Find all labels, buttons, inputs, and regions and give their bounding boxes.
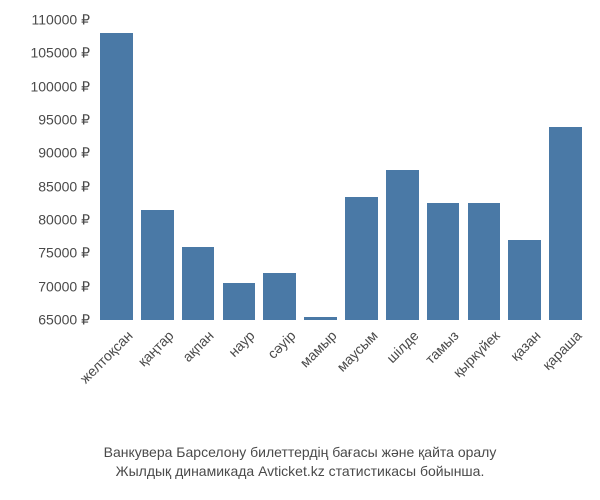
x-tick-label: қазан <box>507 327 544 364</box>
y-tick-label: 95000 ₽ <box>38 112 90 129</box>
x-tick-label: шілде <box>383 327 422 366</box>
bar <box>508 240 541 320</box>
bar <box>182 247 215 320</box>
bar <box>427 203 460 320</box>
x-tick-label: желтоқсан <box>76 327 135 386</box>
caption-line-1: Ванкувера Барселону билеттердің бағасы ж… <box>0 443 600 463</box>
bar <box>141 210 174 320</box>
y-tick-label: 105000 ₽ <box>30 45 90 62</box>
bar <box>100 33 133 320</box>
y-tick-label: 65000 ₽ <box>38 312 90 329</box>
x-axis-labels: желтоқсанқаңтарақпаннаурсәуірмамырмаусым… <box>95 325 585 435</box>
bar <box>223 283 256 320</box>
x-tick-label: маусым <box>333 327 380 374</box>
bar <box>468 203 501 320</box>
bar <box>263 273 296 320</box>
x-tick-label: сәуір <box>264 327 298 361</box>
y-tick-label: 70000 ₽ <box>38 278 90 295</box>
y-tick-label: 80000 ₽ <box>38 212 90 229</box>
bar <box>386 170 419 320</box>
y-tick-label: 110000 ₽ <box>32 12 90 29</box>
price-bar-chart: 65000 ₽ 70000 ₽ 75000 ₽ 80000 ₽ 85000 ₽ 90000… <box>0 0 600 500</box>
x-tick-label: қаңтар <box>134 327 176 369</box>
y-tick-label: 90000 ₽ <box>38 145 90 162</box>
bar <box>304 317 337 320</box>
bar <box>549 127 582 320</box>
y-tick-label: 75000 ₽ <box>38 245 90 262</box>
x-tick-label: қараша <box>539 327 585 373</box>
chart-caption: Ванкувера Барселону билеттердің бағасы ж… <box>0 443 600 482</box>
y-axis: 65000 ₽70000 ₽75000 ₽80000 ₽85000 ₽90000… <box>0 20 90 320</box>
x-tick-label: мамыр <box>297 327 340 370</box>
x-tick-label: ақпан <box>180 327 217 364</box>
bars-container <box>96 20 586 320</box>
caption-line-2: Жылдық динамикада Avticket.kz статистика… <box>0 462 600 482</box>
plot-area <box>95 20 586 320</box>
bar <box>345 197 378 320</box>
y-tick-label: 100000 ₽ <box>30 78 90 95</box>
y-tick-label: 85000 ₽ <box>38 178 90 195</box>
x-tick-label: наур <box>225 327 258 360</box>
